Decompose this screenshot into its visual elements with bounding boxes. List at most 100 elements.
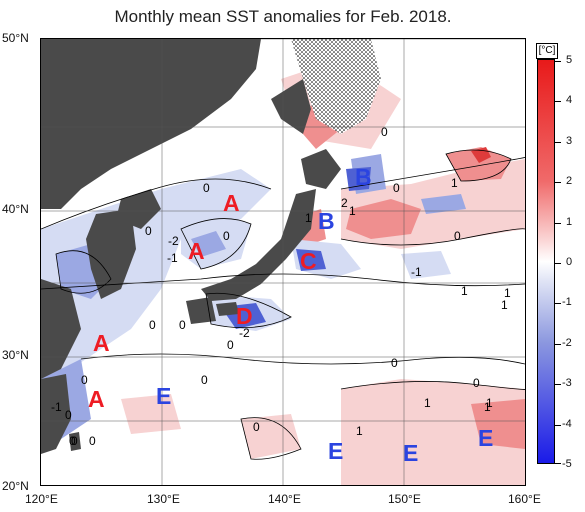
contour-label: 0 xyxy=(71,434,78,448)
lon-label: 130°E xyxy=(147,492,180,506)
colorbar-tickmark xyxy=(555,223,561,224)
asia-mainland xyxy=(41,39,261,209)
contour-label: 0 xyxy=(223,229,230,243)
contour-label: -1 xyxy=(51,400,62,414)
lon-label: 150°E xyxy=(388,492,421,506)
kyushu xyxy=(186,297,216,324)
map-title: Monthly mean SST anomalies for Feb. 2018… xyxy=(114,7,452,26)
contour-label: 1 xyxy=(356,424,363,438)
lat-label: 40°N xyxy=(2,202,29,216)
contour-value-labels: 0 0 -2 -1 0 0 0 0 -1 0 0 0 0 1 2 1 1 0 1… xyxy=(51,125,511,448)
contour-label: 1 xyxy=(349,204,356,218)
contour-label: 2 xyxy=(341,196,348,210)
colorbar-tickmark xyxy=(555,425,561,426)
honshu xyxy=(201,189,316,301)
colorbar-gradient xyxy=(538,60,554,463)
china-coast-central xyxy=(41,279,81,379)
region-marker-c: C xyxy=(300,248,317,274)
lat-label: 50°N xyxy=(2,31,29,45)
colorbar-tickmark xyxy=(555,463,561,464)
region-marker-b: B xyxy=(355,164,372,190)
region-marker-a: A xyxy=(188,238,205,264)
colorbar-tick-label: 3 xyxy=(566,135,573,147)
hokkaido xyxy=(301,149,341,189)
region-marker-a: A xyxy=(223,190,240,216)
region-marker-b: B xyxy=(318,208,335,234)
contour-label: 0 xyxy=(227,338,234,352)
contour-label: 0 xyxy=(454,229,461,243)
graticule xyxy=(41,39,525,485)
contour-label: 1 xyxy=(486,396,493,410)
china-coast-south xyxy=(41,374,71,454)
contour-label: 1 xyxy=(504,286,511,300)
region-marker-a: A xyxy=(93,330,110,356)
contour-label: 1 xyxy=(461,284,468,298)
land-areas xyxy=(41,39,341,454)
colorbar-tick-label: -2 xyxy=(562,337,572,349)
contour-label: 1 xyxy=(305,211,312,225)
sea-ice-area xyxy=(291,39,381,134)
contour-label: 0 xyxy=(381,125,388,139)
colorbar-tickmark xyxy=(555,182,561,183)
colorbar-tickmark xyxy=(555,263,561,264)
colorbar-unit: [°C] xyxy=(536,43,558,59)
colorbar-tickmark xyxy=(555,344,561,345)
region-marker-e: E xyxy=(156,383,171,409)
contour-lines xyxy=(41,149,525,460)
contour-label: -1 xyxy=(167,251,178,265)
contour-label: 0 xyxy=(65,408,72,422)
contour-label: 0 xyxy=(179,318,186,332)
contour-label: 1 xyxy=(424,396,431,410)
region-markers: A A A A B B C D E E E E xyxy=(88,164,493,466)
contour-label: 0 xyxy=(203,181,210,195)
contour-label: 0 xyxy=(473,376,480,390)
lat-label: 30°N xyxy=(2,348,29,362)
warm-anomaly-areas xyxy=(121,59,525,485)
lon-label: 120°E xyxy=(25,492,58,506)
taiwan xyxy=(69,432,81,451)
contour-label: 0 xyxy=(253,420,260,434)
region-marker-e: E xyxy=(403,440,418,466)
colorbar-tick-label: 4 xyxy=(566,94,573,106)
contour-label: 0 xyxy=(149,318,156,332)
sst-map: 0 0 -2 -1 0 0 0 0 -1 0 0 0 0 1 2 1 1 0 1… xyxy=(40,38,526,486)
contour-label: -1 xyxy=(411,265,422,279)
colorbar-tick-label: -4 xyxy=(562,418,572,430)
contour-label: 1 xyxy=(451,176,458,190)
contour-label: 0 xyxy=(89,434,96,448)
colorbar-tickmark xyxy=(555,61,561,62)
region-marker-d: D xyxy=(236,303,253,329)
region-marker-e: E xyxy=(478,425,493,451)
contour-label: 0 xyxy=(69,434,76,448)
lat-label: 20°N xyxy=(2,479,29,493)
colorbar xyxy=(537,59,555,464)
sst-map-svg: 0 0 -2 -1 0 0 0 0 -1 0 0 0 0 1 2 1 1 0 1… xyxy=(41,39,525,485)
colorbar-tick-label: -1 xyxy=(562,296,572,308)
contour-label: 0 xyxy=(201,373,208,387)
colorbar-tickmark xyxy=(555,101,561,102)
colorbar-tick-label: 0 xyxy=(566,256,573,268)
lon-label: 140°E xyxy=(268,492,301,506)
contour-label: -2 xyxy=(168,234,179,248)
colorbar-tick-label: 1 xyxy=(566,216,573,228)
lon-label: 160°E xyxy=(508,492,541,506)
colorbar-tick-label: -3 xyxy=(562,377,572,389)
contour-label: 0 xyxy=(393,181,400,195)
colorbar-tick-label: -5 xyxy=(562,458,572,470)
contour-label: -2 xyxy=(239,326,250,340)
contour-label: 1 xyxy=(484,400,491,414)
shikoku xyxy=(216,302,239,316)
colorbar-tick-label: 5 xyxy=(566,54,573,66)
colorbar-tickmark xyxy=(555,384,561,385)
contour-label: 0 xyxy=(145,224,152,238)
region-marker-e: E xyxy=(328,438,343,464)
region-marker-a: A xyxy=(88,386,105,412)
contour-label: 1 xyxy=(501,298,508,312)
contour-label: 0 xyxy=(391,356,398,370)
colorbar-tick-label: 2 xyxy=(566,175,573,187)
korean-peninsula xyxy=(86,209,136,299)
sakhalin xyxy=(271,79,311,134)
colorbar-tickmark xyxy=(555,142,561,143)
contour-label: 0 xyxy=(81,373,88,387)
colorbar-tickmark xyxy=(555,303,561,304)
